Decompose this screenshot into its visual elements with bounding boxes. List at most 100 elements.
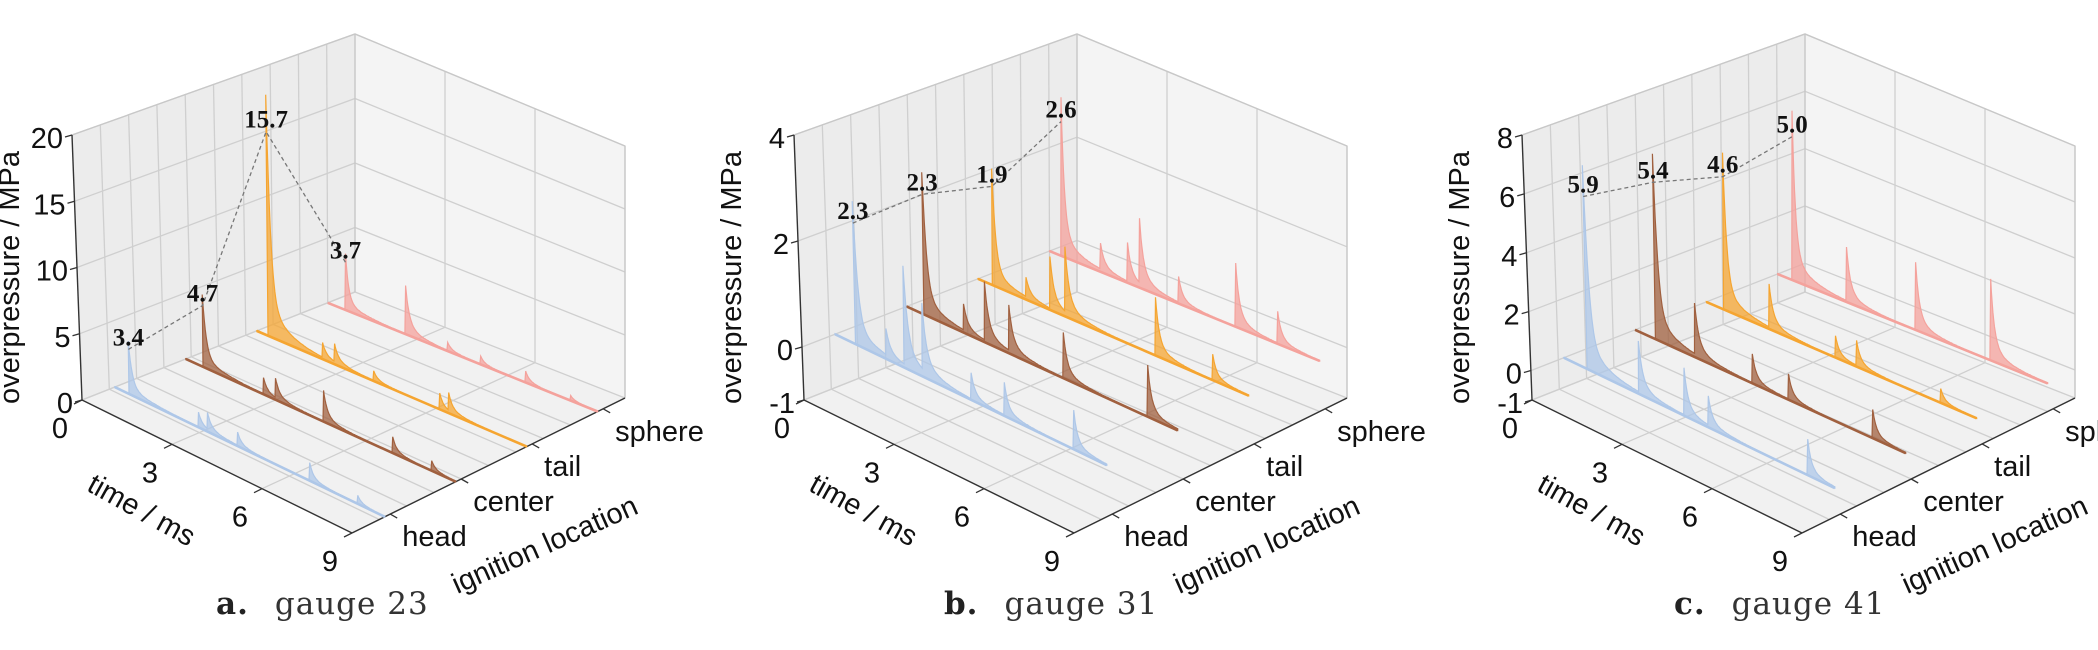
caption-a: a. gauge 23 <box>216 586 429 622</box>
panel-gauge-31: -10240369headcentertailsphereoverpressur… <box>716 33 1426 601</box>
t-tick <box>73 399 83 405</box>
z-tick-label: 0 <box>777 335 793 367</box>
z-tick-label: -1 <box>769 388 795 420</box>
l-gridline-wall <box>212 84 220 347</box>
t-tick <box>1793 532 1803 538</box>
peak-connector <box>852 121 1062 224</box>
l-gridline-floor <box>272 323 544 440</box>
back-pane <box>1805 34 2075 398</box>
z-tick-label: 10 <box>36 256 68 288</box>
z-tick-label: 2 <box>773 229 789 261</box>
l-gridline-floor <box>1022 312 1293 426</box>
l-gridline-floor <box>1049 302 1320 413</box>
loc-tick-label-tail: tail <box>1266 451 1303 483</box>
loc-tick <box>1324 408 1333 414</box>
z-axis-line <box>793 134 805 401</box>
z-axis-line <box>1521 134 1533 401</box>
z-tick-label: 0 <box>1506 359 1522 391</box>
l-gridline-floor <box>1722 323 1994 440</box>
caption-letter: a. <box>216 586 249 622</box>
z-tick <box>1519 252 1527 256</box>
t-tick <box>795 399 805 405</box>
t-tick <box>1703 488 1713 494</box>
l-gridline-wall <box>1747 54 1752 314</box>
floor-pane <box>1532 292 2075 533</box>
loc-tick <box>460 478 469 484</box>
loc-tick-label-tail: tail <box>544 451 581 483</box>
t-gridline-floor <box>983 362 1258 490</box>
l-gridline-floor <box>912 356 1184 480</box>
pane-edge <box>71 33 626 398</box>
loc-tick-label-center: center <box>1195 486 1276 518</box>
loc-axis-line <box>1073 397 1348 534</box>
l-gridline-floor <box>1586 377 1857 507</box>
series-baseline-sphere <box>327 301 599 413</box>
left-pane <box>72 34 355 400</box>
caption-b: b. gauge 31 <box>944 586 1158 622</box>
l-gridline-wall <box>1019 54 1024 314</box>
z-tick <box>1514 134 1523 138</box>
loc-tick <box>1182 478 1191 484</box>
l-gridline-floor <box>136 377 407 507</box>
l-gridline-floor <box>994 323 1266 440</box>
series-baseline-tail <box>977 277 1250 397</box>
z-axis-title: overpressure / MPa <box>0 150 26 404</box>
l-gridline-wall <box>1549 124 1560 390</box>
loc-tick <box>1111 513 1120 519</box>
peak-label-head: 2.3 <box>837 198 868 225</box>
l-gridline-floor <box>1640 356 1912 480</box>
l-gridline-wall <box>241 74 247 336</box>
t-tick <box>253 488 263 494</box>
peak-label-tail: 15.7 <box>244 107 288 134</box>
peak-label-center: 4.7 <box>187 281 218 308</box>
l-gridline-wall <box>1634 94 1642 357</box>
t-gridline-floor <box>803 291 1078 401</box>
loc-tick-label-head: head <box>1124 521 1189 553</box>
pane-edge <box>1521 33 2076 398</box>
t-tick <box>163 443 173 449</box>
l-gridline-wall <box>821 124 832 390</box>
z-axis-title: overpressure / MPa <box>1444 150 1476 404</box>
z-tick <box>790 240 799 244</box>
z-tick <box>67 200 75 204</box>
peak-label-center: 2.3 <box>907 169 938 196</box>
loc-tick <box>1839 513 1848 519</box>
l-gridline-floor <box>1750 312 2021 426</box>
l-gridline-floor <box>1695 334 1967 453</box>
caption-letter: c. <box>1674 586 1706 622</box>
z-tick-label: 8 <box>1497 123 1513 155</box>
t-tick-label: 0 <box>52 413 68 445</box>
l-gridline-wall <box>1577 114 1588 379</box>
t-tick <box>885 443 895 449</box>
z-tick <box>69 266 78 271</box>
z-tick <box>1521 311 1529 315</box>
loc-tick-label-center: center <box>1923 486 2004 518</box>
t-tick-label: 3 <box>142 457 158 489</box>
peak-label-head: 3.4 <box>113 324 145 351</box>
loc-axis-line <box>1801 397 2076 534</box>
l-gridline-wall <box>326 44 329 303</box>
peak-label-tail: 4.6 <box>1707 152 1738 179</box>
t-tick-label: 0 <box>774 413 790 445</box>
back-pane <box>355 34 625 398</box>
z-tick-label: 2 <box>1504 300 1520 332</box>
loc-tick <box>1253 443 1262 449</box>
t-gridline-floor <box>81 291 356 401</box>
t-tick <box>343 532 353 538</box>
l-gridline-floor <box>109 388 380 521</box>
l-gridline-wall <box>878 104 887 368</box>
loc-axis-line <box>351 397 626 534</box>
t-tick-label: 6 <box>954 502 970 534</box>
z-tick-label: 0 <box>57 388 73 420</box>
floor-pane <box>82 292 625 533</box>
z-tick <box>72 333 80 337</box>
l-gridline-floor <box>163 367 435 494</box>
series-baseline-center <box>1634 328 1907 455</box>
z-tick-label: 20 <box>31 123 63 155</box>
z-tick-label: 4 <box>1501 241 1517 273</box>
t-tick-label: 6 <box>232 502 248 534</box>
l-gridline-floor <box>885 367 1157 494</box>
l-gridline-floor <box>831 388 1102 521</box>
peak-label-sphere: 3.7 <box>330 237 361 264</box>
loc-tick <box>531 443 540 449</box>
